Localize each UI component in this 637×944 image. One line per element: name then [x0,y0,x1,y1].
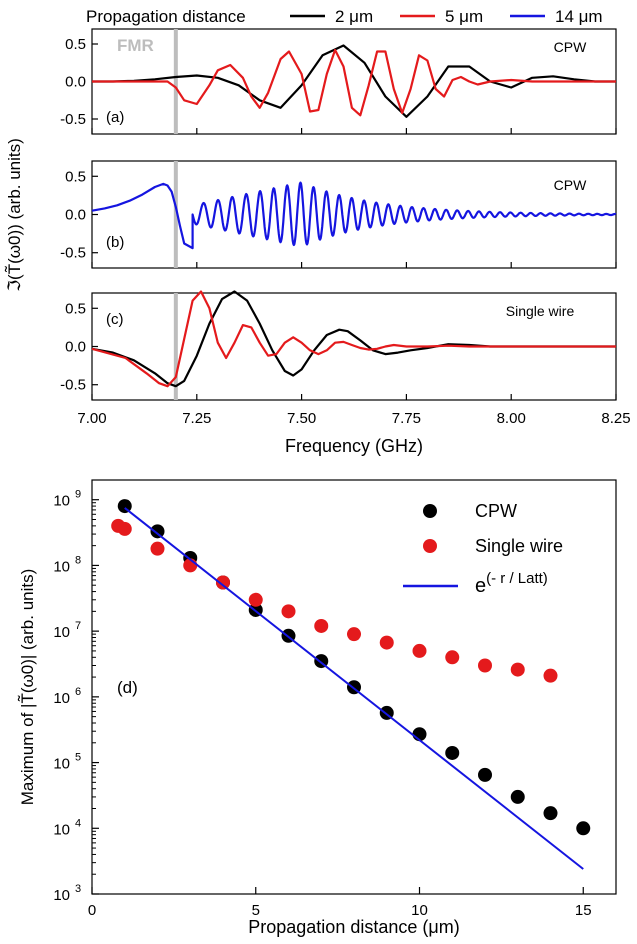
panel-b: CPW (b) 0.5 0.0 -0.5 [60,160,617,269]
data-point [117,521,132,536]
bottom-x-axis-label: Propagation distance (μm) [248,917,459,937]
ytick-label: 0.5 [65,36,86,53]
ytick-label: -0.5 [60,377,86,394]
ytick-exponent: 6 [75,686,81,698]
xtick-label: 0 [88,902,96,919]
legend-label-single-wire: Single wire [475,536,563,556]
data-point [543,806,558,821]
panel-b-yticks: 0.5 0.0 -0.5 [60,168,617,268]
panel-b-label: (b) [106,234,124,251]
panel-a-annotation: CPW [554,39,587,55]
xtick-label: 7.50 [287,410,316,427]
data-point [510,662,525,677]
legend-label-14um: 14 μm [555,7,603,26]
data-point [576,821,591,836]
panel-a-yticks: 0.5 0.0 -0.5 [60,36,617,134]
ytick-exponent: 4 [75,817,81,829]
ytick-label: 10 [53,493,70,510]
panel-b-annotation: CPW [554,177,587,193]
data-point [543,668,558,683]
ytick-label: -0.5 [60,111,86,128]
legend-label-5um: 5 μm [445,7,483,26]
data-point [445,745,460,760]
data-point [314,618,329,633]
ytick-label: 0.5 [65,300,86,317]
xtick-label: 7.25 [182,410,211,427]
legend-fit-base: e [475,575,486,597]
data-point [248,592,263,607]
legend-label-2um: 2 μm [335,7,373,26]
legend-marker-single-wire [423,539,437,553]
ytick-label: 10 [53,887,70,904]
panel-c-series [91,290,616,388]
panel-c-yticks: 0.5 0.0 -0.5 [60,300,617,400]
series-line [92,44,616,118]
xtick-label: 7.75 [392,410,421,427]
xtick-label: 7.00 [77,410,106,427]
legend-label-fit: e(- r / Latt) [475,570,548,597]
data-point [216,575,230,590]
data-point [379,635,394,650]
ytick-label: 10 [53,756,70,773]
data-point [281,604,296,619]
fit-line [124,507,584,870]
top-legend: Propagation distance 2 μm 5 μm 14 μm [86,7,603,26]
ytick-label: 10 [53,821,70,838]
data-point [478,658,492,673]
ytick-exponent: 3 [75,883,81,895]
panel-d-legend: CPW Single wire e(- r / Latt) [403,501,563,597]
data-point [510,789,525,804]
panel-d-frame [91,479,617,895]
ytick-exponent: 9 [75,489,81,501]
panel-a-label: (a) [106,109,124,126]
panel-d: 0 5 10 15 10 3 10 4 10 5 10 6 10 7 10 8 10 9 (d) CPW Sing… [53,479,617,919]
top-x-axis-label: Frequency (GHz) [285,436,423,456]
legend-marker-cpw [423,504,437,518]
bottom-y-axis-label: Maximum of |T̃(ω0)| (arb. units) [17,569,37,806]
ytick-label: -0.5 [60,245,86,262]
panel-d-ticks: 0 5 10 15 10 3 10 4 10 5 10 6 10 7 10 8 10 9 [53,489,591,919]
xtick-label: 8.25 [601,410,630,427]
panel-d-series [111,499,591,870]
data-point [478,767,492,782]
top-y-axis-label: ℑ(T̃(ω0)) (arb. units) [4,138,24,292]
ytick-label: 0.0 [65,339,86,356]
fmr-label: FMR [117,36,154,55]
panel-c-xticks: 7.00 7.25 7.50 7.75 8.00 8.25 [77,410,630,427]
series-line [91,290,616,388]
data-point [150,541,165,556]
ytick-label: 0.0 [65,207,86,224]
ytick-exponent: 7 [75,620,81,632]
xtick-label: 8.00 [497,410,526,427]
ytick-exponent: 8 [75,554,81,566]
ytick-label: 10 [53,558,70,575]
legend-fit-exponent: (- r / Latt) [486,570,548,587]
ytick-exponent: 5 [75,752,81,764]
data-point [347,627,361,642]
legend-label-cpw: CPW [475,501,517,521]
xtick-label: 5 [252,902,260,919]
xtick-label: 10 [411,902,428,919]
panel-a: FMR CPW (a) 0.5 0.0 -0.5 [60,28,617,135]
panel-c: Single wire (c) 0.50.0-0.5 7.00 7.25 7.50 7… [60,290,631,427]
panel-d-label: (d) [117,678,138,697]
ytick-label: 0.0 [65,74,86,91]
legend-title: Propagation distance [86,7,246,26]
series-line [91,181,617,250]
panel-a-series [92,44,616,118]
ytick-label: 0.5 [65,168,86,185]
ytick-label: 10 [53,690,70,707]
ytick-label: 10 [53,624,70,641]
panel-c-annotation: Single wire [506,303,575,319]
xtick-label: 15 [575,902,592,919]
data-point [445,650,460,665]
panel-b-series [91,181,617,250]
panel-c-label: (c) [106,311,124,328]
series-line [92,48,616,117]
data-point [150,524,165,539]
data-point [412,643,427,658]
series-line [91,290,616,388]
